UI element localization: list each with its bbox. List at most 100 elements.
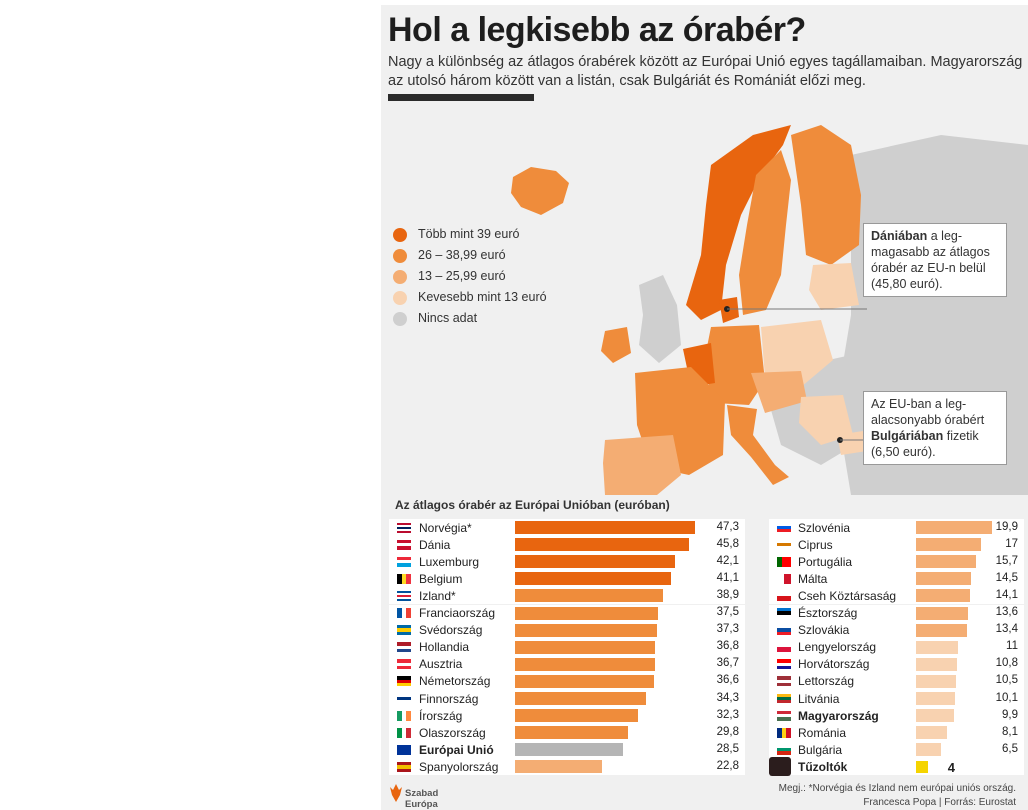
value-label: 13,6 [995,606,1018,618]
map-spain [603,435,681,495]
flag-stripe [397,530,411,533]
value-label: 37,5 [716,606,739,618]
flag-stripe [781,727,787,738]
country-label: Németország [419,674,491,689]
legend-dot-icon [393,311,407,326]
bar-ireland [515,709,638,723]
country-label: Franciaország [419,606,496,620]
flag-stripe [397,748,411,752]
tuzoltok-badge-icon [769,757,791,777]
bar-belgium [515,572,672,586]
country-label: Hollandia [419,640,470,655]
page-title: Hol a legkisebb az órabér? [388,11,806,49]
map-germany [703,325,765,405]
belgium-flag-icon [397,573,411,584]
map-italy [727,405,789,485]
footer-note: Megj.: *Norvégia és Izland nem európai u… [778,783,1016,794]
country-label: Cseh Köztársaság [798,588,897,603]
country-label: Észtország [798,606,858,620]
flag-stripe [397,592,411,595]
flag-stripe [397,625,411,629]
flag-stripe [777,700,791,704]
flag-stripe [777,529,791,533]
croatia-flag-icon [777,659,791,670]
flag-stripe [401,608,407,618]
chart-row-background [769,672,1024,690]
value-label: 45,8 [716,537,739,550]
flag-stripe [777,679,791,684]
country-label: Litvánia [798,691,840,706]
value-label: 14,1 [995,588,1018,601]
map-sweden [739,150,791,315]
flag-stripe [397,590,411,593]
flag-stripe [777,683,791,687]
bar-austria [515,657,655,671]
flag-stripe [777,647,791,653]
map-ireland [601,327,631,363]
value-label: 47,3 [716,520,739,533]
flag-stripe [397,560,411,564]
country-label: Norvégia* [419,520,472,535]
bar-croatia [916,657,958,671]
flag-stripe [777,539,791,543]
flag-stripe [397,761,411,766]
romania-flag-icon [777,727,791,738]
flag-stripe [777,727,782,738]
flag-stripe [406,573,411,584]
bulgaria-flag-icon [777,744,791,755]
value-label: 14,5 [995,571,1018,584]
value-label: 10,1 [995,691,1018,704]
value-label: 36,8 [716,640,739,653]
logo-line2: Európa [405,799,438,810]
flag-stripe [777,625,791,629]
bar-czech [916,589,970,603]
bulgaria-callout: Az EU-ban a leg-alacsonyabb órabért Bulg… [863,391,1007,465]
country-label: Izland* [419,588,456,603]
infographic-panel: Hol a legkisebb az órabér? Nagy a különb… [381,5,1028,810]
france-flag-icon [397,608,411,618]
flag-stripe [397,683,411,687]
bar-estonia [916,606,968,620]
value-label: 38,9 [716,588,739,601]
netherlands-flag-icon [397,642,411,653]
flag-stripe [397,631,411,636]
value-label: 8,1 [1002,725,1018,738]
flag-stripe [397,648,411,653]
flag-stripe [397,546,411,550]
value-label: 9,9 [1002,708,1018,721]
flag-stripe [784,573,791,584]
legend-item: 13 – 25,99 euró [393,269,506,284]
flag-stripe [777,608,791,612]
flag-stripe [777,717,791,721]
flag-stripe [401,727,407,738]
value-label: 22,8 [716,759,739,772]
eu-flag-icon [397,744,411,755]
flag-stripe [777,522,791,526]
value-label: 4 [947,760,955,776]
flag-stripe [397,526,411,529]
estonia-flag-icon [777,608,791,618]
italy-flag-icon [397,727,411,738]
flag-stripe [777,693,791,697]
value-label: 34,3 [716,691,739,704]
value-label: 41,1 [716,571,739,584]
ireland-flag-icon [397,710,411,721]
bar-slovakia [916,623,968,637]
flag-stripe [777,662,791,666]
value-label: 11 [1006,640,1018,653]
country-label: Bulgária [798,742,843,757]
flag-stripe [397,679,411,684]
map-iceland [511,167,569,215]
chart-row-background [769,724,1024,742]
flag-stripe [777,546,791,550]
value-square [916,761,928,774]
flag-stripe [777,628,791,632]
flag-stripe [397,598,411,601]
flag-stripe [397,696,411,701]
value-label: 37,3 [716,623,739,636]
country-label: Belgium [419,571,463,586]
map-hungary-romania [799,395,853,445]
map-uk [639,275,681,363]
flag-stripe [397,542,411,547]
footer-credit: Francesca Popa | Forrás: Eurostat [863,797,1016,808]
